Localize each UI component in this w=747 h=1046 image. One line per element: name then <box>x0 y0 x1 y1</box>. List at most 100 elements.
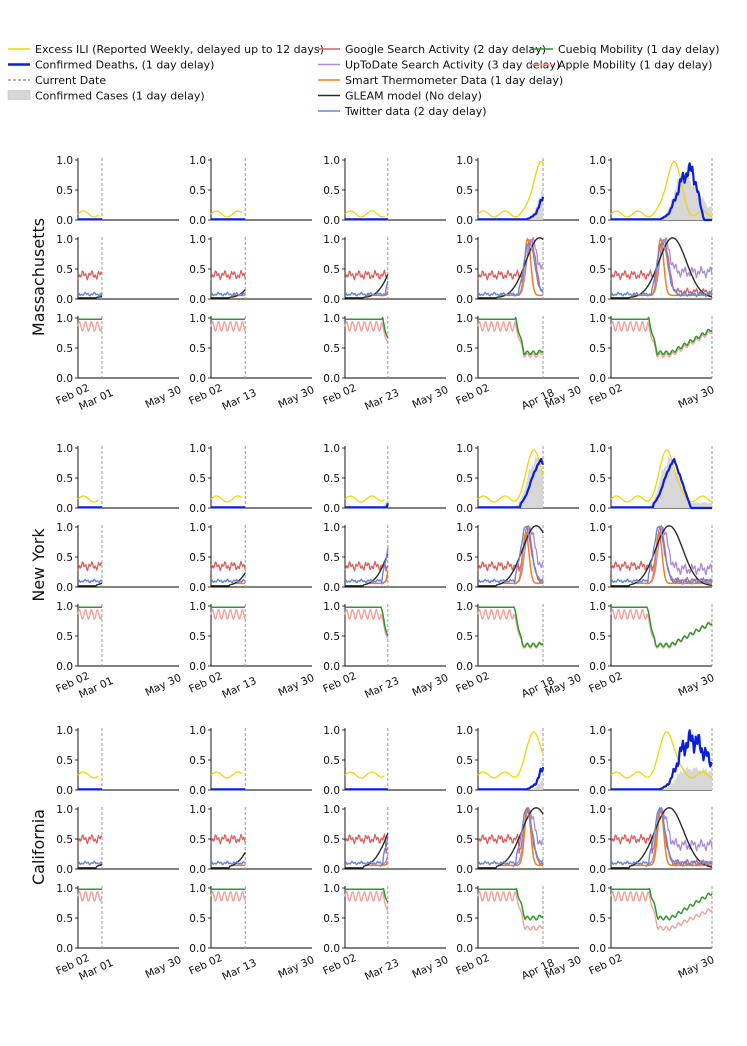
legend-label: Confirmed Deaths, (1 day delay) <box>35 59 214 72</box>
y-tick-label: 1.0 <box>56 522 73 534</box>
cases-area <box>611 169 712 220</box>
legend-entry: Current Date <box>8 74 106 87</box>
y-tick-label: 0.0 <box>589 294 606 306</box>
y-tick-label: 0.5 <box>56 913 73 925</box>
state-label: California <box>29 809 48 885</box>
apple-series-line <box>210 321 246 332</box>
x-tick-label-current: Mar 23 <box>363 387 401 413</box>
y-tick-label: 1.0 <box>56 883 73 895</box>
y-tick-label: 1.0 <box>189 522 206 534</box>
chart-panel: 0.0 0.5 1.0 <box>456 155 579 227</box>
chart-panel: 0.0 0.5 1.0 <box>589 804 713 876</box>
legend-entry: Confirmed Cases (1 day delay) <box>7 90 205 103</box>
twitter-series-line <box>211 291 246 297</box>
y-tick-label: 1.0 <box>189 725 206 737</box>
legend-entry: Twitter data (2 day delay) <box>318 105 487 118</box>
y-tick-label: 0.5 <box>456 552 473 564</box>
y-tick-label: 1.0 <box>456 725 473 737</box>
apple-series-line <box>610 321 713 358</box>
y-tick-label: 0.0 <box>589 661 606 673</box>
y-tick-label: 1.0 <box>189 443 206 455</box>
x-tick-label: May 30 <box>143 384 183 411</box>
gleam-series-line <box>611 237 713 299</box>
apple-series-line <box>210 609 246 620</box>
chart-panel: 0.0 0.5 1.0 Feb 02 Mar 23 May 30 <box>321 601 450 701</box>
legend-entry: Cuebiq Mobility (1 day delay) <box>531 43 720 56</box>
y-tick-label: 0.5 <box>589 834 606 846</box>
y-tick-label: 1.0 <box>189 883 206 895</box>
twitter-series-line <box>211 860 246 866</box>
y-tick-label: 0.0 <box>589 943 606 955</box>
legend-entry: Smart Thermometer Data (1 day delay) <box>318 74 563 87</box>
google-series-line <box>77 270 103 281</box>
chart-panel: 0.0 0.5 1.0 <box>189 804 312 876</box>
chart-panel: 0.0 0.5 1.0 <box>56 443 179 515</box>
google-series-line <box>77 834 103 845</box>
y-tick-label: 0.0 <box>189 864 206 876</box>
cuebiq-series-line <box>478 316 544 356</box>
y-tick-label: 0.5 <box>56 264 73 276</box>
legend-label: Current Date <box>35 74 106 87</box>
y-tick-label: 0.5 <box>456 913 473 925</box>
y-tick-label: 0.5 <box>189 755 206 767</box>
y-tick-label: 0.5 <box>56 552 73 564</box>
y-tick-label: 1.0 <box>323 443 340 455</box>
state-block: Massachusetts 0.0 0.5 1.0 0.0 0.5 1.0 0.0 0.5 1.0… <box>29 155 716 413</box>
chart-panel: 0.0 0.5 1.0 <box>323 804 446 876</box>
y-tick-label: 1.0 <box>456 313 473 325</box>
y-tick-label: 0.5 <box>56 185 73 197</box>
y-tick-label: 1.0 <box>589 522 606 534</box>
google-series-line <box>210 833 246 845</box>
y-tick-label: 0.0 <box>189 661 206 673</box>
x-tick-label: Feb 02 <box>321 670 358 696</box>
y-tick-label: 0.5 <box>189 473 206 485</box>
y-tick-label: 1.0 <box>189 155 206 167</box>
apple-series-line <box>477 321 544 358</box>
legend-label: Confirmed Cases (1 day delay) <box>35 90 205 103</box>
legend-swatch <box>7 90 31 100</box>
cuebiq-series-line <box>611 887 713 921</box>
thermo-series-line <box>632 237 712 297</box>
apple-series-line <box>477 891 544 931</box>
x-tick-label: May 30 <box>276 954 316 981</box>
cases-area <box>478 456 544 508</box>
x-tick-label: May 30 <box>410 384 450 411</box>
ili-series-line <box>610 731 713 779</box>
thermo-series-line <box>366 290 389 297</box>
y-tick-label: 0.0 <box>189 785 206 797</box>
chart-panel: 0.0 0.5 1.0 Feb 02 May 30 <box>587 601 716 699</box>
apple-series-line <box>210 891 246 902</box>
thermo-series-line <box>632 531 712 585</box>
y-tick-label: 0.5 <box>189 264 206 276</box>
legend-label: Twitter data (2 day delay) <box>344 105 487 118</box>
y-tick-label: 0.5 <box>589 185 606 197</box>
y-tick-label: 0.5 <box>323 834 340 846</box>
deaths-series-line <box>477 458 545 509</box>
y-tick-label: 1.0 <box>456 883 473 895</box>
chart-panel: 0.0 0.5 1.0 Feb 02 May 30 <box>587 883 716 981</box>
x-tick-label: Feb 02 <box>321 382 358 408</box>
y-tick-label: 0.0 <box>56 661 73 673</box>
deaths-series-line <box>610 458 713 510</box>
y-tick-label: 0.0 <box>456 661 473 673</box>
y-tick-label: 0.0 <box>323 373 340 385</box>
gleam-series-line <box>78 863 103 869</box>
y-tick-label: 0.5 <box>189 913 206 925</box>
y-tick-label: 0.5 <box>323 343 340 355</box>
x-tick-label: May 30 <box>676 672 716 699</box>
y-tick-label: 0.0 <box>456 294 473 306</box>
ili-series-line <box>210 771 243 779</box>
y-tick-label: 0.5 <box>56 755 73 767</box>
apple-series-line <box>77 321 103 332</box>
y-tick-label: 0.5 <box>589 552 606 564</box>
apple-series-line <box>344 609 389 639</box>
x-tick-label: Feb 02 <box>454 382 491 408</box>
legend-entry: Apple Mobility (1 day delay) <box>531 59 712 72</box>
legend-entry: Confirmed Deaths, (1 day delay) <box>8 59 214 72</box>
chart-panel: 0.0 0.5 1.0 <box>589 155 713 227</box>
y-tick-label: 0.0 <box>56 373 73 385</box>
y-tick-label: 0.0 <box>56 294 73 306</box>
x-tick-label: Feb 02 <box>187 670 224 696</box>
